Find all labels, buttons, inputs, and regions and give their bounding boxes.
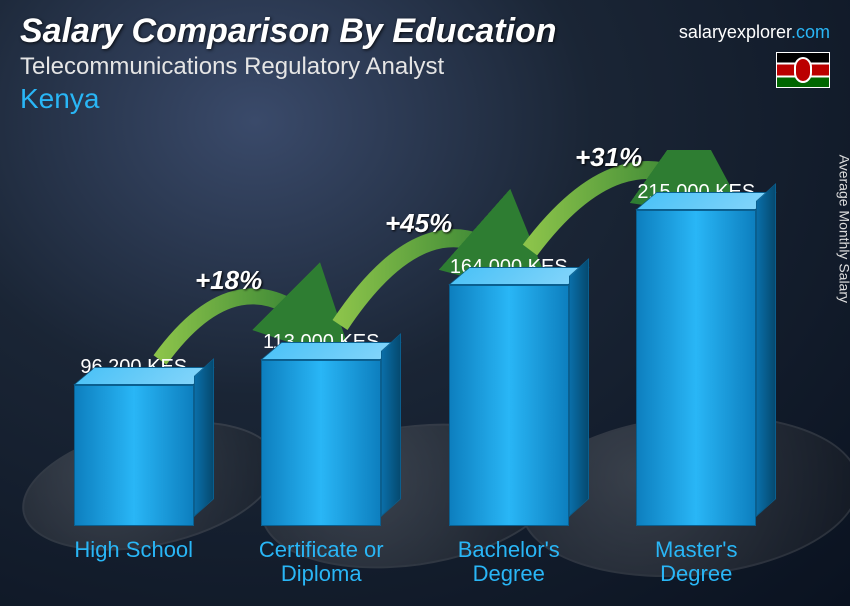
chart-subtitle: Telecommunications Regulatory Analyst: [20, 53, 830, 81]
bar-0: [74, 385, 194, 526]
bar-1: [261, 360, 381, 526]
x-axis-labels: High SchoolCertificate orDiplomaBachelor…: [40, 538, 790, 586]
bar-3: [636, 210, 756, 526]
x-label-3: Master'sDegree: [603, 538, 791, 586]
y-axis-label: Average Monthly Salary: [836, 155, 850, 303]
bar-group-3: 215,000 KES: [603, 181, 791, 526]
bar-2: [449, 285, 569, 526]
bar-group-0: 96,200 KES: [40, 356, 228, 526]
bar-chart: +18% +45% +31% 96,200 KES113,000 KES164,…: [40, 150, 790, 586]
x-label-1: Certificate orDiploma: [228, 538, 416, 586]
site-suffix: .com: [791, 22, 830, 42]
site-name: salaryexplorer: [679, 22, 791, 42]
kenya-flag-icon: [776, 52, 830, 88]
x-label-0: High School: [40, 538, 228, 586]
x-label-2: Bachelor'sDegree: [415, 538, 603, 586]
chart-country: Kenya: [20, 83, 830, 115]
bars-container: 96,200 KES113,000 KES164,000 KES215,000 …: [40, 150, 790, 526]
bar-group-1: 113,000 KES: [228, 331, 416, 526]
site-brand: salaryexplorer.com: [679, 22, 830, 43]
bar-group-2: 164,000 KES: [415, 256, 603, 526]
